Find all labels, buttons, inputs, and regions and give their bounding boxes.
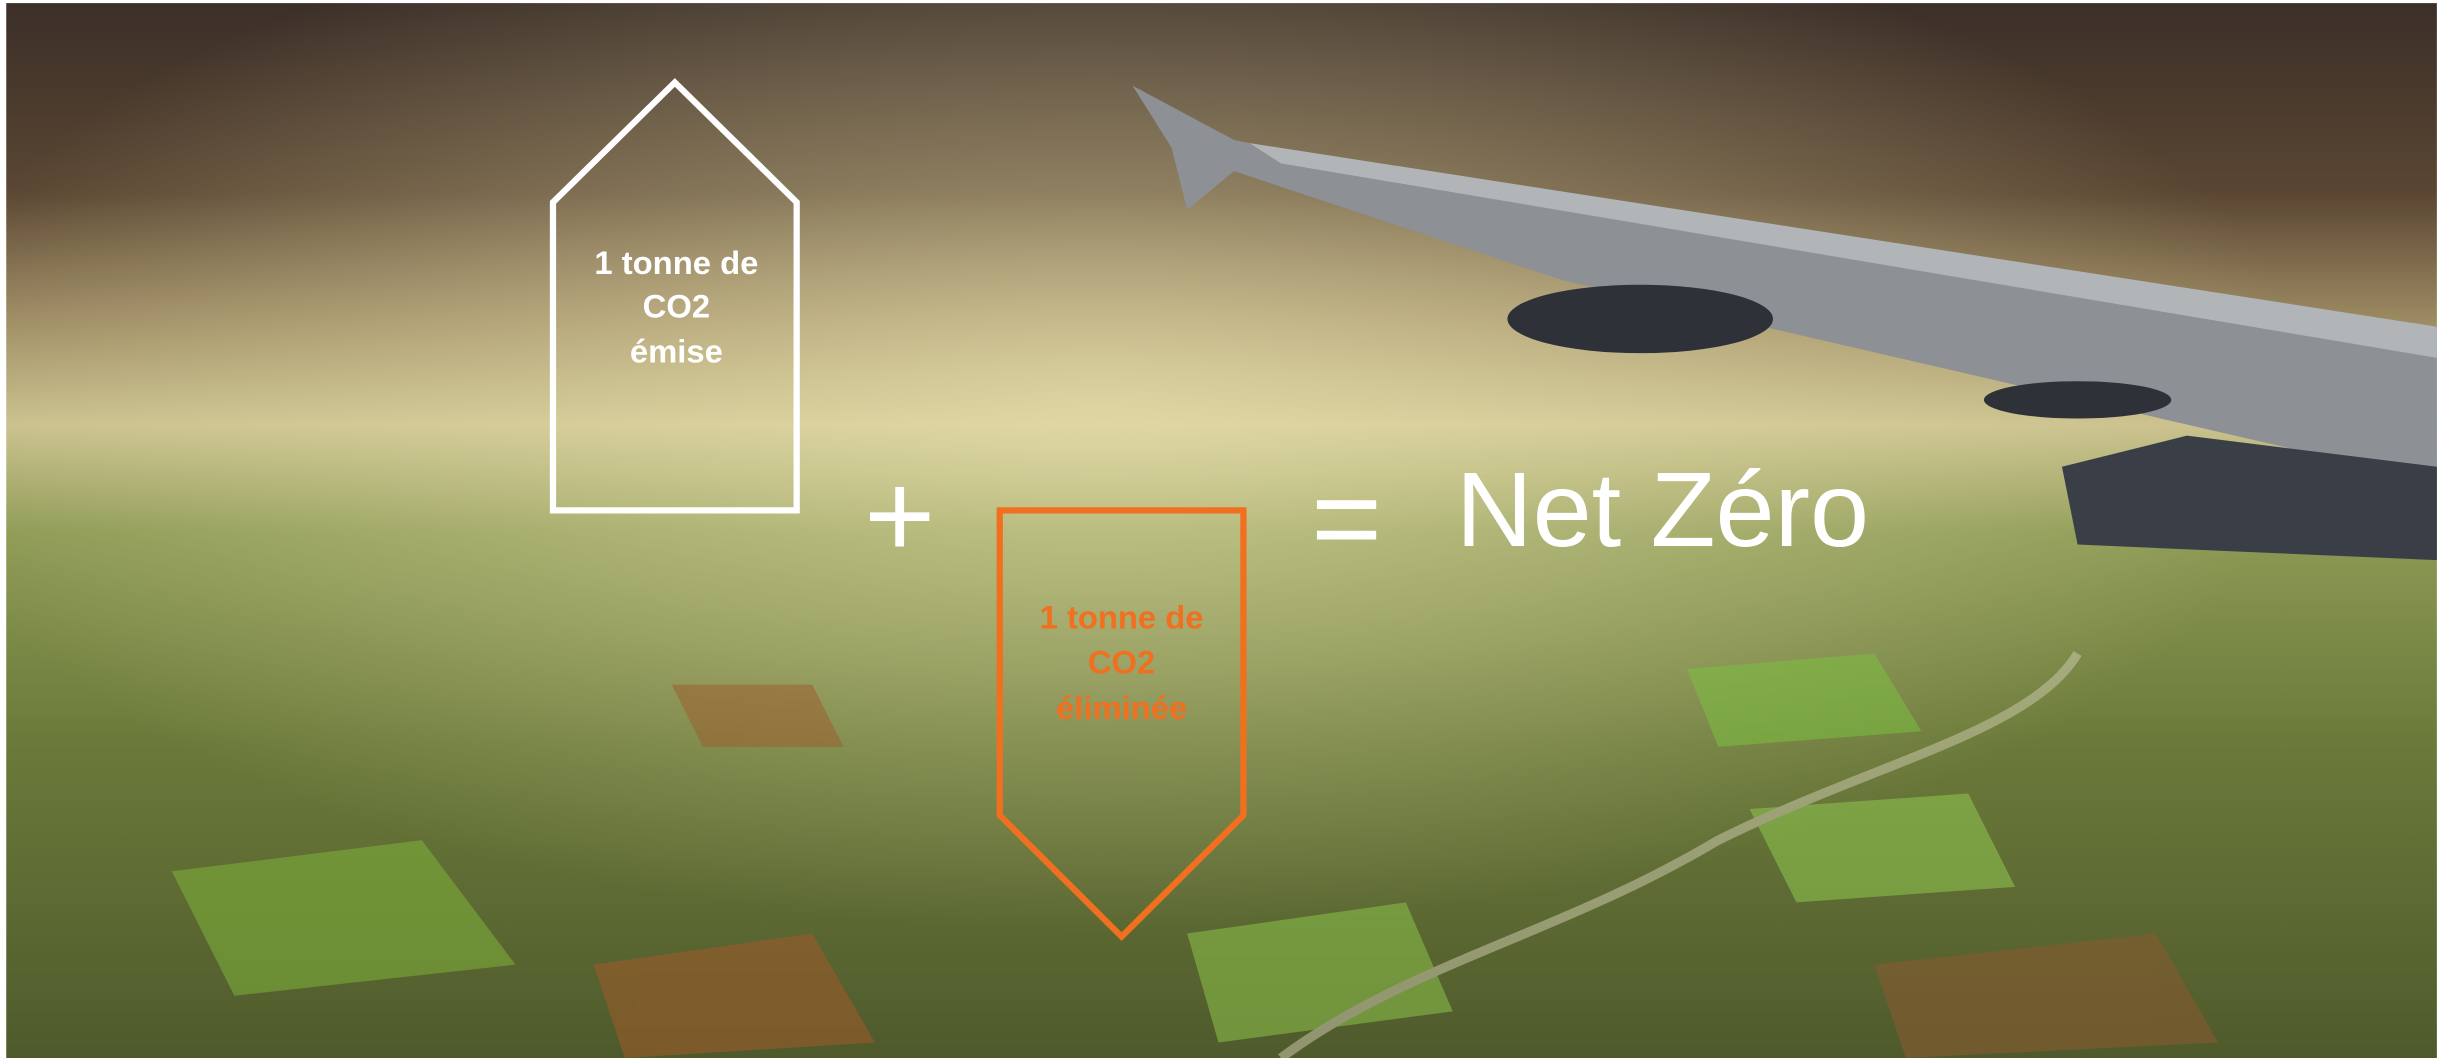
removed-label: éliminée <box>1056 689 1187 726</box>
removed-label: CO2 <box>1088 644 1155 681</box>
emitted-label: 1 tonne de <box>594 244 758 281</box>
emitted-label: CO2 <box>643 287 710 324</box>
fields <box>171 651 2219 1058</box>
emitted-label: émise <box>630 333 723 370</box>
emitted-shape <box>549 78 800 514</box>
result-text: Net Zéro <box>1456 451 1869 569</box>
airplane-wing <box>1132 85 2437 561</box>
removed-label: 1 tonne de <box>1040 599 1204 636</box>
plus-sign: + <box>864 447 935 583</box>
equals-sign: = <box>1311 450 1382 586</box>
removed-shape <box>996 507 1247 942</box>
